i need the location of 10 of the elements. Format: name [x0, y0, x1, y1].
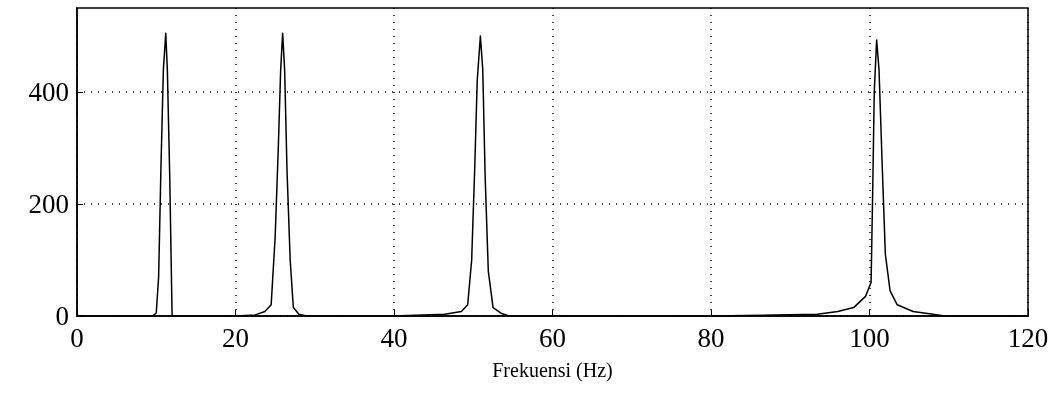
x-tick-label: 120	[1007, 322, 1049, 353]
y-tick-label: 0	[55, 301, 69, 331]
y-tick-label: 400	[28, 77, 69, 107]
x-tick-label: 40	[380, 322, 408, 353]
x-tick-label: 80	[697, 322, 725, 353]
x-axis-title: Frekuensi (Hz)	[492, 359, 613, 382]
x-tick-label: 100	[849, 322, 890, 353]
x-tick-label: 60	[539, 322, 566, 353]
x-tick-label: 20	[222, 322, 249, 353]
y-tick-label: 200	[28, 189, 69, 219]
